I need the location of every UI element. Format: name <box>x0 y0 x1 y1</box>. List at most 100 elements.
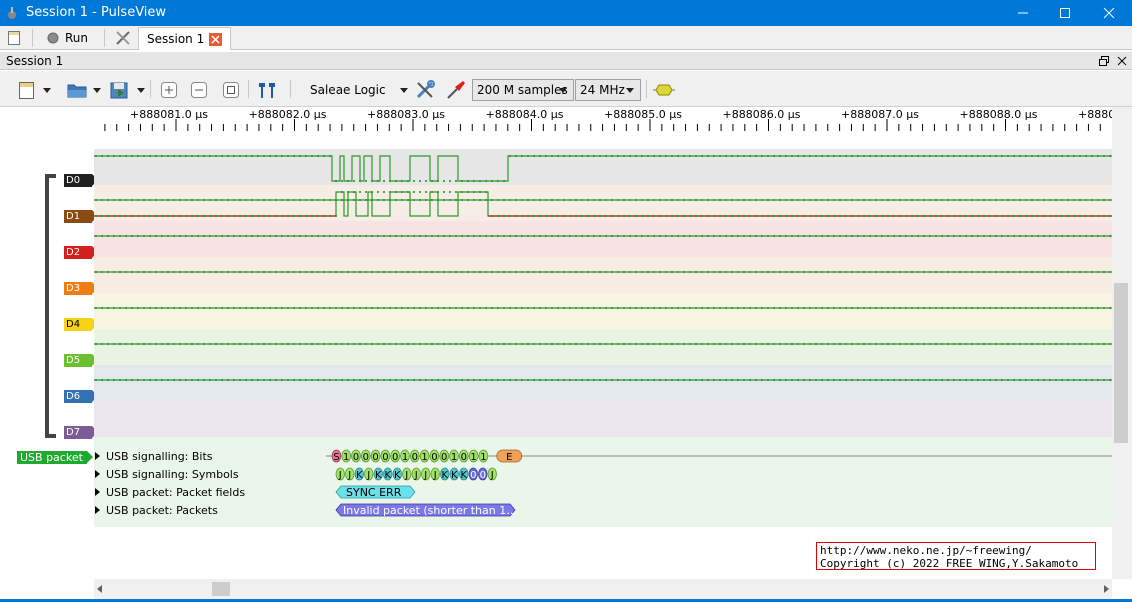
zoom-in-button[interactable] <box>158 79 180 101</box>
decoder-label-usb-packet[interactable]: USB packet <box>17 451 93 464</box>
vertical-scrollbar[interactable] <box>1112 107 1132 579</box>
bit-annotation: 0 <box>429 449 440 463</box>
expand-arrow-icon[interactable] <box>95 470 100 478</box>
channel-label-d5[interactable]: D5 <box>64 354 98 367</box>
close-icon[interactable] <box>1116 55 1128 67</box>
expand-arrow-icon[interactable] <box>95 488 100 496</box>
sample-count-value: 200 M samples <box>477 83 568 97</box>
svg-text:0: 0 <box>480 470 486 481</box>
ruler-tick-label: +888081.0 µs <box>130 108 208 121</box>
symbol-annotation: 0 <box>468 467 478 481</box>
ruler-tick-label: +888083.0 µs <box>367 108 445 121</box>
packet-annotation: Invalid packet (shorter than 1… <box>335 503 517 517</box>
minimize-button[interactable] <box>1000 0 1046 26</box>
svg-text:J: J <box>347 470 351 481</box>
save-dropdown[interactable] <box>136 79 146 101</box>
svg-text:K: K <box>375 470 382 481</box>
pulseview-app-icon <box>8 7 16 19</box>
close-tab-button[interactable] <box>209 32 223 46</box>
ruler-tick-label: +888085.0 µs <box>604 108 682 121</box>
bit-annotation: 0 <box>439 449 449 463</box>
horizontal-scrollbar[interactable] <box>94 579 1112 599</box>
channel-row-bg <box>94 221 1112 257</box>
chevron-down-icon <box>137 87 145 93</box>
expand-arrow-icon[interactable] <box>95 452 100 460</box>
new-view-button[interactable] <box>6 26 22 50</box>
channel-label-d1[interactable]: D1 <box>64 210 98 223</box>
probe-icon <box>447 81 465 99</box>
scroll-right-icon[interactable] <box>1102 585 1110 593</box>
svg-text:K: K <box>451 470 458 481</box>
channel-label-d4[interactable]: D4 <box>64 318 98 331</box>
open-button[interactable] <box>64 79 90 101</box>
symbol-annotation: J <box>402 467 412 481</box>
svg-text:J: J <box>423 470 427 481</box>
svg-text:J: J <box>414 470 418 481</box>
svg-text:1: 1 <box>343 452 349 463</box>
session-header: Session 1 <box>0 52 1132 70</box>
ruler-ticks <box>104 119 1101 131</box>
bit-annotation: 1 <box>449 449 459 463</box>
wrench-icon <box>416 80 435 99</box>
time-ruler[interactable]: +888081.0 µs +888082.0 µs +888083.0 µs +888… <box>94 107 1132 133</box>
probe-config-button[interactable] <box>444 79 468 101</box>
svg-text:J: J <box>366 470 370 481</box>
copyright-url: http://www.neko.ne.jp/~freewing/ <box>820 544 1032 557</box>
close-window-button[interactable] <box>1086 0 1132 26</box>
new-session-button[interactable] <box>14 79 38 101</box>
trace-headers: D0 D1 D2 D3 D4 D5 D6 D7 USB packet <box>0 133 98 579</box>
session-tab-label: Session 1 <box>147 32 205 46</box>
channel-label-d3[interactable]: D3 <box>64 282 98 295</box>
session-toolbar: Saleae Logic 200 M samples 24 MHz <box>0 71 1132 107</box>
d1-waveform <box>94 191 1112 217</box>
tab-session-1[interactable]: Session 1 <box>138 27 232 50</box>
sample-count-select[interactable]: 200 M samples <box>472 79 574 101</box>
maximize-button[interactable] <box>1042 0 1088 26</box>
svg-text:1: 1 <box>480 452 486 463</box>
run-button[interactable]: Run <box>46 26 88 50</box>
device-config-button[interactable] <box>412 79 438 101</box>
decoder-icon <box>653 84 675 96</box>
zoom-fit-button[interactable] <box>220 79 242 101</box>
show-cursors-button[interactable] <box>254 79 280 101</box>
zoom-in-icon <box>161 82 177 98</box>
decoder-row-bits: USB signalling: Bits <box>106 450 213 463</box>
channel-label-d7[interactable]: D7 <box>64 426 98 439</box>
channel-label-d0[interactable]: D0 <box>64 174 98 187</box>
symbol-annotation: K <box>449 467 459 481</box>
svg-text:K: K <box>460 470 467 481</box>
run-indicator-icon <box>47 32 59 44</box>
channel-label-d2[interactable]: D2 <box>64 246 98 259</box>
horizontal-scroll-thumb[interactable] <box>212 582 230 596</box>
device-selector[interactable]: Saleae Logic <box>304 79 410 101</box>
expand-arrow-icon[interactable] <box>95 506 100 514</box>
sample-rate-value: 24 MHz <box>580 83 625 97</box>
bit-annotation: 1 <box>478 449 489 463</box>
new-session-dropdown[interactable] <box>42 79 52 101</box>
add-decoder-button[interactable] <box>652 79 676 101</box>
symbol-annotation: J <box>335 467 345 481</box>
channel-row-bg <box>94 185 1112 221</box>
device-name: Saleae Logic <box>310 83 386 97</box>
vertical-scroll-thumb[interactable] <box>1114 283 1128 443</box>
symbol-annotation: J <box>487 467 497 481</box>
svg-text:K: K <box>441 470 448 481</box>
decoder-row-symbols: USB signalling: Symbols <box>106 468 239 481</box>
zoom-out-button[interactable] <box>188 79 210 101</box>
svg-text:SYNC ERR: SYNC ERR <box>346 486 402 499</box>
sample-rate-select[interactable]: 24 MHz <box>575 79 641 101</box>
channel-label-d6[interactable]: D6 <box>64 390 98 403</box>
svg-text:S: S <box>333 452 339 463</box>
float-window-icon[interactable] <box>1098 55 1110 67</box>
svg-text:J: J <box>490 470 494 481</box>
decoder-row-bg <box>94 437 1112 527</box>
chevron-down-icon <box>559 88 567 93</box>
svg-text:1: 1 <box>451 452 457 463</box>
open-dropdown[interactable] <box>92 79 102 101</box>
copyright-text: Copyright (c) 2022 FREE WING,Y.Sakamoto <box>820 557 1079 570</box>
settings-button[interactable] <box>114 26 132 50</box>
save-button[interactable] <box>106 79 132 101</box>
scroll-left-icon[interactable] <box>96 585 104 593</box>
channel-group-bracket <box>45 174 56 438</box>
trace-view[interactable]: S 1 0 0 0 0 0 1 0 1 0 0 1 0 1 1 E J J K J K K K J J J J K K K 0 0 J SYNC E… <box>94 133 1112 579</box>
